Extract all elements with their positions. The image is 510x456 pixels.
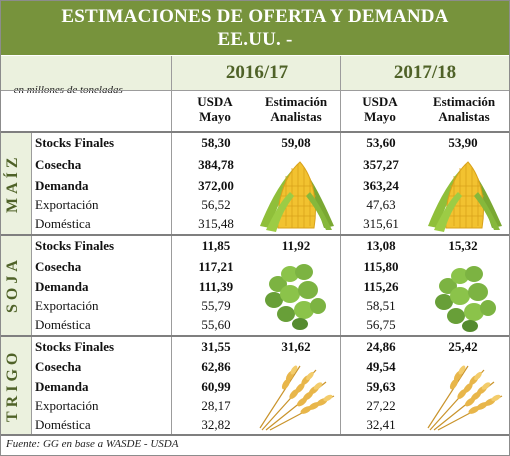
row-label: Cosecha bbox=[35, 359, 82, 374]
soja-band bbox=[1, 235, 31, 335]
col-usda-2016-17: USDA Mayo bbox=[178, 94, 252, 124]
soybean-icon bbox=[265, 264, 326, 330]
cell-value: 372,00 bbox=[198, 178, 234, 193]
row-label: Exportación bbox=[35, 298, 99, 313]
cell-value: 315,48 bbox=[198, 216, 234, 231]
divider-h bbox=[1, 434, 509, 436]
cell-value: 117,21 bbox=[198, 259, 234, 274]
divider-v bbox=[171, 56, 172, 434]
col-analistas-2017-18: Estimación Analistas bbox=[420, 94, 508, 124]
row-label: Cosecha bbox=[35, 157, 82, 172]
cell-value: 28,17 bbox=[201, 398, 231, 413]
col-usda-line-2: Mayo bbox=[364, 109, 396, 124]
cell-value: 55,60 bbox=[201, 317, 231, 332]
cell-value: 58,51 bbox=[366, 298, 396, 313]
divider-h bbox=[1, 131, 509, 133]
col-analistas-line-1: Estimación bbox=[432, 94, 496, 109]
cell-value: 315,61 bbox=[363, 216, 399, 231]
col-analistas-line-1: Estimación bbox=[264, 94, 328, 109]
cell-value: 11,92 bbox=[281, 238, 311, 253]
cell-value: 357,27 bbox=[363, 157, 399, 172]
row-label: Demanda bbox=[35, 279, 89, 294]
wheat-icon bbox=[259, 365, 335, 431]
cell-value: 32,82 bbox=[201, 417, 231, 432]
row-label: Stocks Finales bbox=[35, 238, 115, 253]
divider-v bbox=[31, 132, 32, 434]
cell-value: 31,55 bbox=[201, 339, 231, 354]
column-header-band bbox=[1, 90, 509, 132]
cell-value: 47,63 bbox=[366, 197, 396, 212]
cell-value: 115,26 bbox=[363, 279, 399, 294]
col-usda-line-1: USDA bbox=[362, 94, 398, 109]
maiz-band bbox=[1, 132, 31, 234]
year-2017-18: 2017/18 bbox=[393, 62, 457, 83]
col-analistas-line-2: Analistas bbox=[438, 109, 490, 124]
row-label: Doméstica bbox=[35, 216, 91, 231]
trigo-band bbox=[1, 336, 31, 434]
cell-value: 53,90 bbox=[448, 135, 478, 150]
row-label: Doméstica bbox=[35, 417, 91, 432]
cell-value: 49,54 bbox=[366, 359, 396, 374]
col-usda-2017-18: USDA Mayo bbox=[344, 94, 416, 124]
year-2016-17: 2016/17 bbox=[225, 62, 289, 83]
col-analistas-2016-17: Estimación Analistas bbox=[252, 94, 340, 124]
corn-icon bbox=[260, 161, 334, 232]
source-footer: Fuente: GG en base a WASDE - USDA bbox=[6, 438, 179, 450]
divider-v bbox=[340, 56, 341, 434]
row-label: Stocks Finales bbox=[35, 339, 115, 354]
cell-value: 32,41 bbox=[366, 417, 396, 432]
cell-value: 56,75 bbox=[366, 317, 396, 332]
crop-label-soja: SOJA bbox=[4, 256, 21, 314]
corn-icon bbox=[428, 161, 502, 232]
cell-value: 384,78 bbox=[198, 157, 234, 172]
col-usda-line-2: Mayo bbox=[199, 109, 231, 124]
cell-value: 31,62 bbox=[281, 339, 311, 354]
cell-value: 56,52 bbox=[201, 197, 231, 212]
col-analistas-line-2: Analistas bbox=[270, 109, 322, 124]
row-label: Demanda bbox=[35, 178, 89, 193]
cell-value: 11,85 bbox=[201, 238, 231, 253]
title-bar: ESTIMACIONES DE OFERTA Y DEMANDA EE.UU. … bbox=[1, 1, 509, 55]
cell-value: 53,60 bbox=[366, 135, 396, 150]
col-usda-line-1: USDA bbox=[197, 94, 233, 109]
row-label: Cosecha bbox=[35, 259, 82, 274]
title-line-2: EE.UU. - bbox=[217, 29, 293, 50]
cell-value: 27,22 bbox=[366, 398, 396, 413]
year-header-band bbox=[1, 56, 509, 90]
crop-label-maiz: MAÍZ bbox=[4, 153, 21, 213]
soybean-icon bbox=[435, 266, 496, 332]
cell-value: 59,08 bbox=[281, 135, 311, 150]
cell-value: 13,08 bbox=[366, 238, 396, 253]
cell-value: 111,39 bbox=[198, 279, 234, 294]
cell-value: 55,79 bbox=[201, 298, 231, 313]
row-label: Doméstica bbox=[35, 317, 91, 332]
cell-value: 59,63 bbox=[366, 379, 396, 394]
cell-value: 25,42 bbox=[448, 339, 478, 354]
cell-value: 15,32 bbox=[448, 238, 478, 253]
row-label: Demanda bbox=[35, 379, 89, 394]
crop-label-trigo: TRIGO bbox=[4, 348, 21, 422]
wheat-icon bbox=[427, 365, 503, 431]
cell-value: 60,99 bbox=[201, 379, 231, 394]
cell-value: 24,86 bbox=[366, 339, 396, 354]
cell-value: 58,30 bbox=[201, 135, 231, 150]
divider-h bbox=[1, 90, 509, 91]
row-label: Exportación bbox=[35, 197, 99, 212]
divider-h bbox=[1, 234, 509, 236]
row-label: Stocks Finales bbox=[35, 135, 115, 150]
row-label: Exportación bbox=[35, 398, 99, 413]
title-line-1: ESTIMACIONES DE OFERTA Y DEMANDA bbox=[61, 6, 449, 27]
cell-value: 115,80 bbox=[363, 259, 399, 274]
cell-value: 62,86 bbox=[201, 359, 231, 374]
divider-h bbox=[1, 335, 509, 337]
cell-value: 363,24 bbox=[363, 178, 399, 193]
